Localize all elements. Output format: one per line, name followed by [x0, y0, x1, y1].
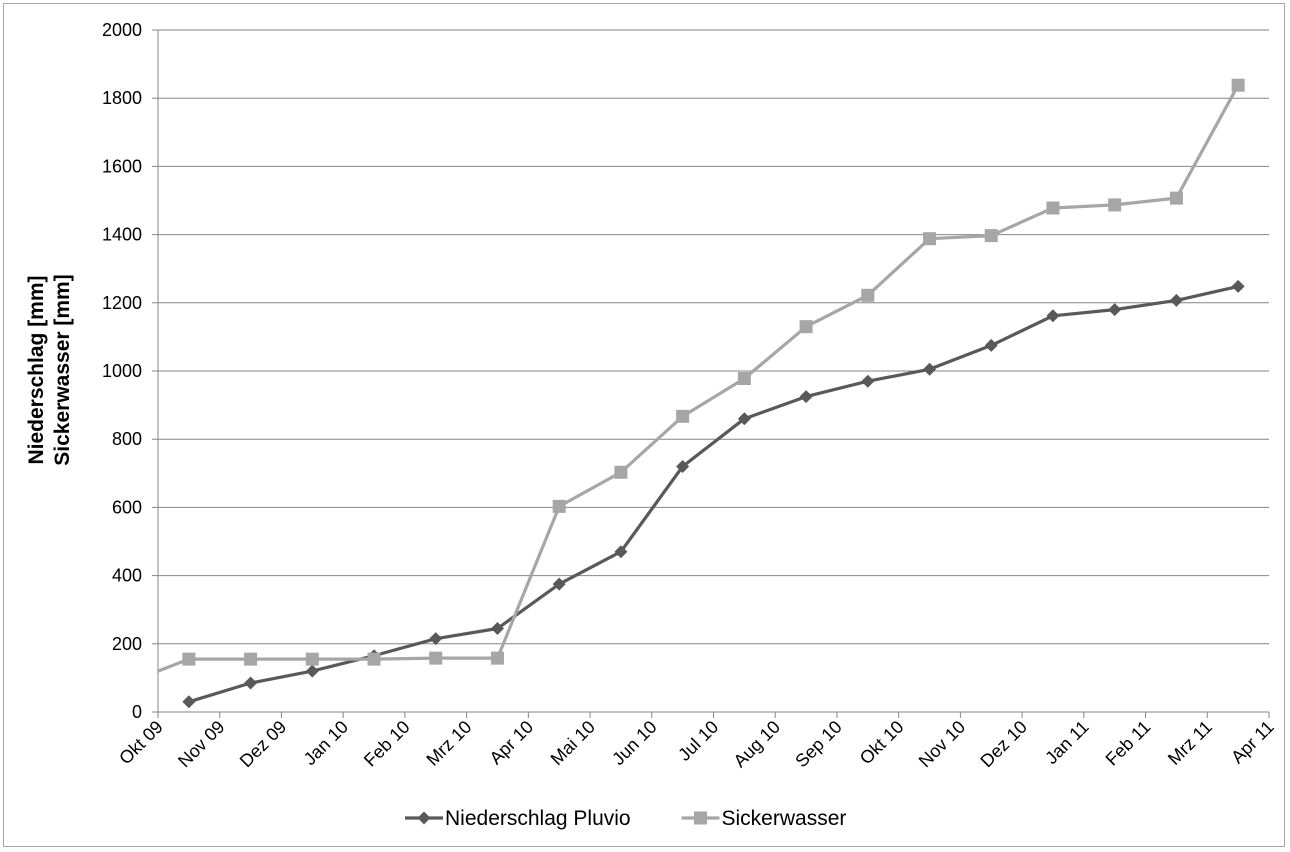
y-tick-label: 1000 [102, 361, 142, 381]
data-point-square [737, 372, 751, 386]
x-tick-label: Feb 10 [360, 717, 414, 771]
y-tick-label: 800 [112, 429, 142, 449]
data-point-diamond [490, 621, 504, 635]
data-point-square [429, 651, 443, 665]
y-axis-title-line-1: Niederschlag [mm] [25, 275, 48, 464]
x-tick-label: Feb 11 [1102, 717, 1155, 770]
x-tick-label: Dez 09 [236, 717, 290, 771]
x-tick-label: Nov 10 [915, 717, 969, 771]
data-point-square [923, 232, 937, 246]
y-tick-labels: 0 200 400 600 800 1000 1200 1400 1600 1800 2000 [102, 20, 142, 722]
series-line [157, 84, 1240, 673]
data-point-square [614, 465, 628, 479]
data-point-square [1046, 201, 1060, 215]
y-tick-label: 600 [112, 497, 142, 517]
gridlines [158, 29, 1269, 645]
x-tick-label: Mrz 11 [1164, 717, 1216, 769]
data-point-square [305, 652, 319, 666]
data-point-square [676, 409, 690, 423]
x-tick-labels: Okt 09 Nov 09 Dez 09 Jan 10 Feb 10 Mrz 10 Apr … [115, 717, 1278, 771]
data-point-square [490, 651, 504, 665]
data-point-diamond [1046, 309, 1060, 323]
data-point-square [1169, 191, 1183, 205]
x-tick-label: Okt 09 [115, 717, 167, 769]
y-tick-label: 1800 [102, 88, 142, 108]
legend-label: Sickerwasser [722, 807, 847, 830]
x-tick-label: Jan 11 [1041, 717, 1092, 768]
data-point-square [1231, 78, 1245, 92]
x-tick-label: Apr 10 [486, 717, 538, 769]
data-point-diamond [614, 545, 628, 559]
series-sickerwasser [157, 78, 1245, 673]
data-point-diamond [923, 362, 937, 376]
data-point-square [552, 499, 566, 513]
legend-square-marker [694, 811, 707, 825]
x-tick-label: Jul 10 [674, 717, 722, 765]
y-tick-label: 2000 [102, 20, 142, 40]
legend: Niederschlag Pluvio Sickerwasser [405, 807, 846, 830]
x-tick-label: Dez 10 [976, 717, 1030, 771]
chart-frame [3, 3, 1285, 847]
data-point-diamond [552, 577, 566, 591]
x-tick-label: Nov 09 [174, 717, 228, 771]
data-point-square [984, 229, 998, 243]
data-point-diamond [1231, 279, 1245, 293]
data-point-diamond [799, 390, 813, 404]
data-point-square [861, 288, 875, 302]
data-point-diamond [305, 664, 319, 678]
y-tick-label: 400 [112, 566, 142, 586]
series-layer [157, 78, 1245, 709]
data-point-diamond [861, 374, 875, 388]
y-tick-label: 0 [132, 702, 142, 722]
data-point-diamond [1108, 303, 1122, 317]
y-axis-title-line-2: Sickerwasser [mm] [51, 274, 74, 465]
legend-item-sickerwasser: Sickerwasser [681, 807, 847, 830]
y-tick-label: 1600 [102, 156, 142, 176]
y-tick-label: 200 [112, 634, 142, 654]
data-point-diamond [676, 459, 690, 473]
data-point-square [799, 320, 813, 334]
data-point-square [367, 652, 381, 666]
x-tick-label: Mrz 10 [422, 717, 475, 770]
x-tick-label: Apr 11 [1227, 717, 1278, 768]
y-axis-title: Niederschlag [mm] Sickerwasser [mm] [25, 274, 74, 465]
x-tick-label: Mai 10 [547, 717, 599, 769]
series-line [188, 284, 1239, 704]
x-tick-label: Jan 10 [300, 717, 352, 769]
data-point-diamond [737, 412, 751, 426]
legend-label: Niederschlag Pluvio [445, 807, 631, 830]
x-tick-label: Sep 10 [791, 717, 845, 771]
y-tick-label: 1400 [102, 225, 142, 245]
x-tick-label: Okt 10 [856, 717, 908, 769]
x-tick-label: Aug 10 [730, 717, 784, 771]
data-point-diamond [429, 632, 443, 646]
data-point-square [1108, 198, 1122, 212]
data-point-diamond [1169, 293, 1183, 307]
legend-diamond-marker [417, 811, 431, 825]
data-point-diamond [182, 695, 196, 709]
legend-item-niederschlag-pluvio: Niederschlag Pluvio [405, 807, 631, 830]
data-point-diamond [984, 338, 998, 352]
data-point-square [244, 652, 258, 666]
data-point-diamond [244, 676, 258, 690]
data-point-square [182, 652, 196, 666]
x-tick-label: Jun 10 [608, 717, 660, 769]
y-tick-label: 1200 [102, 293, 142, 313]
axes [152, 29, 1270, 718]
